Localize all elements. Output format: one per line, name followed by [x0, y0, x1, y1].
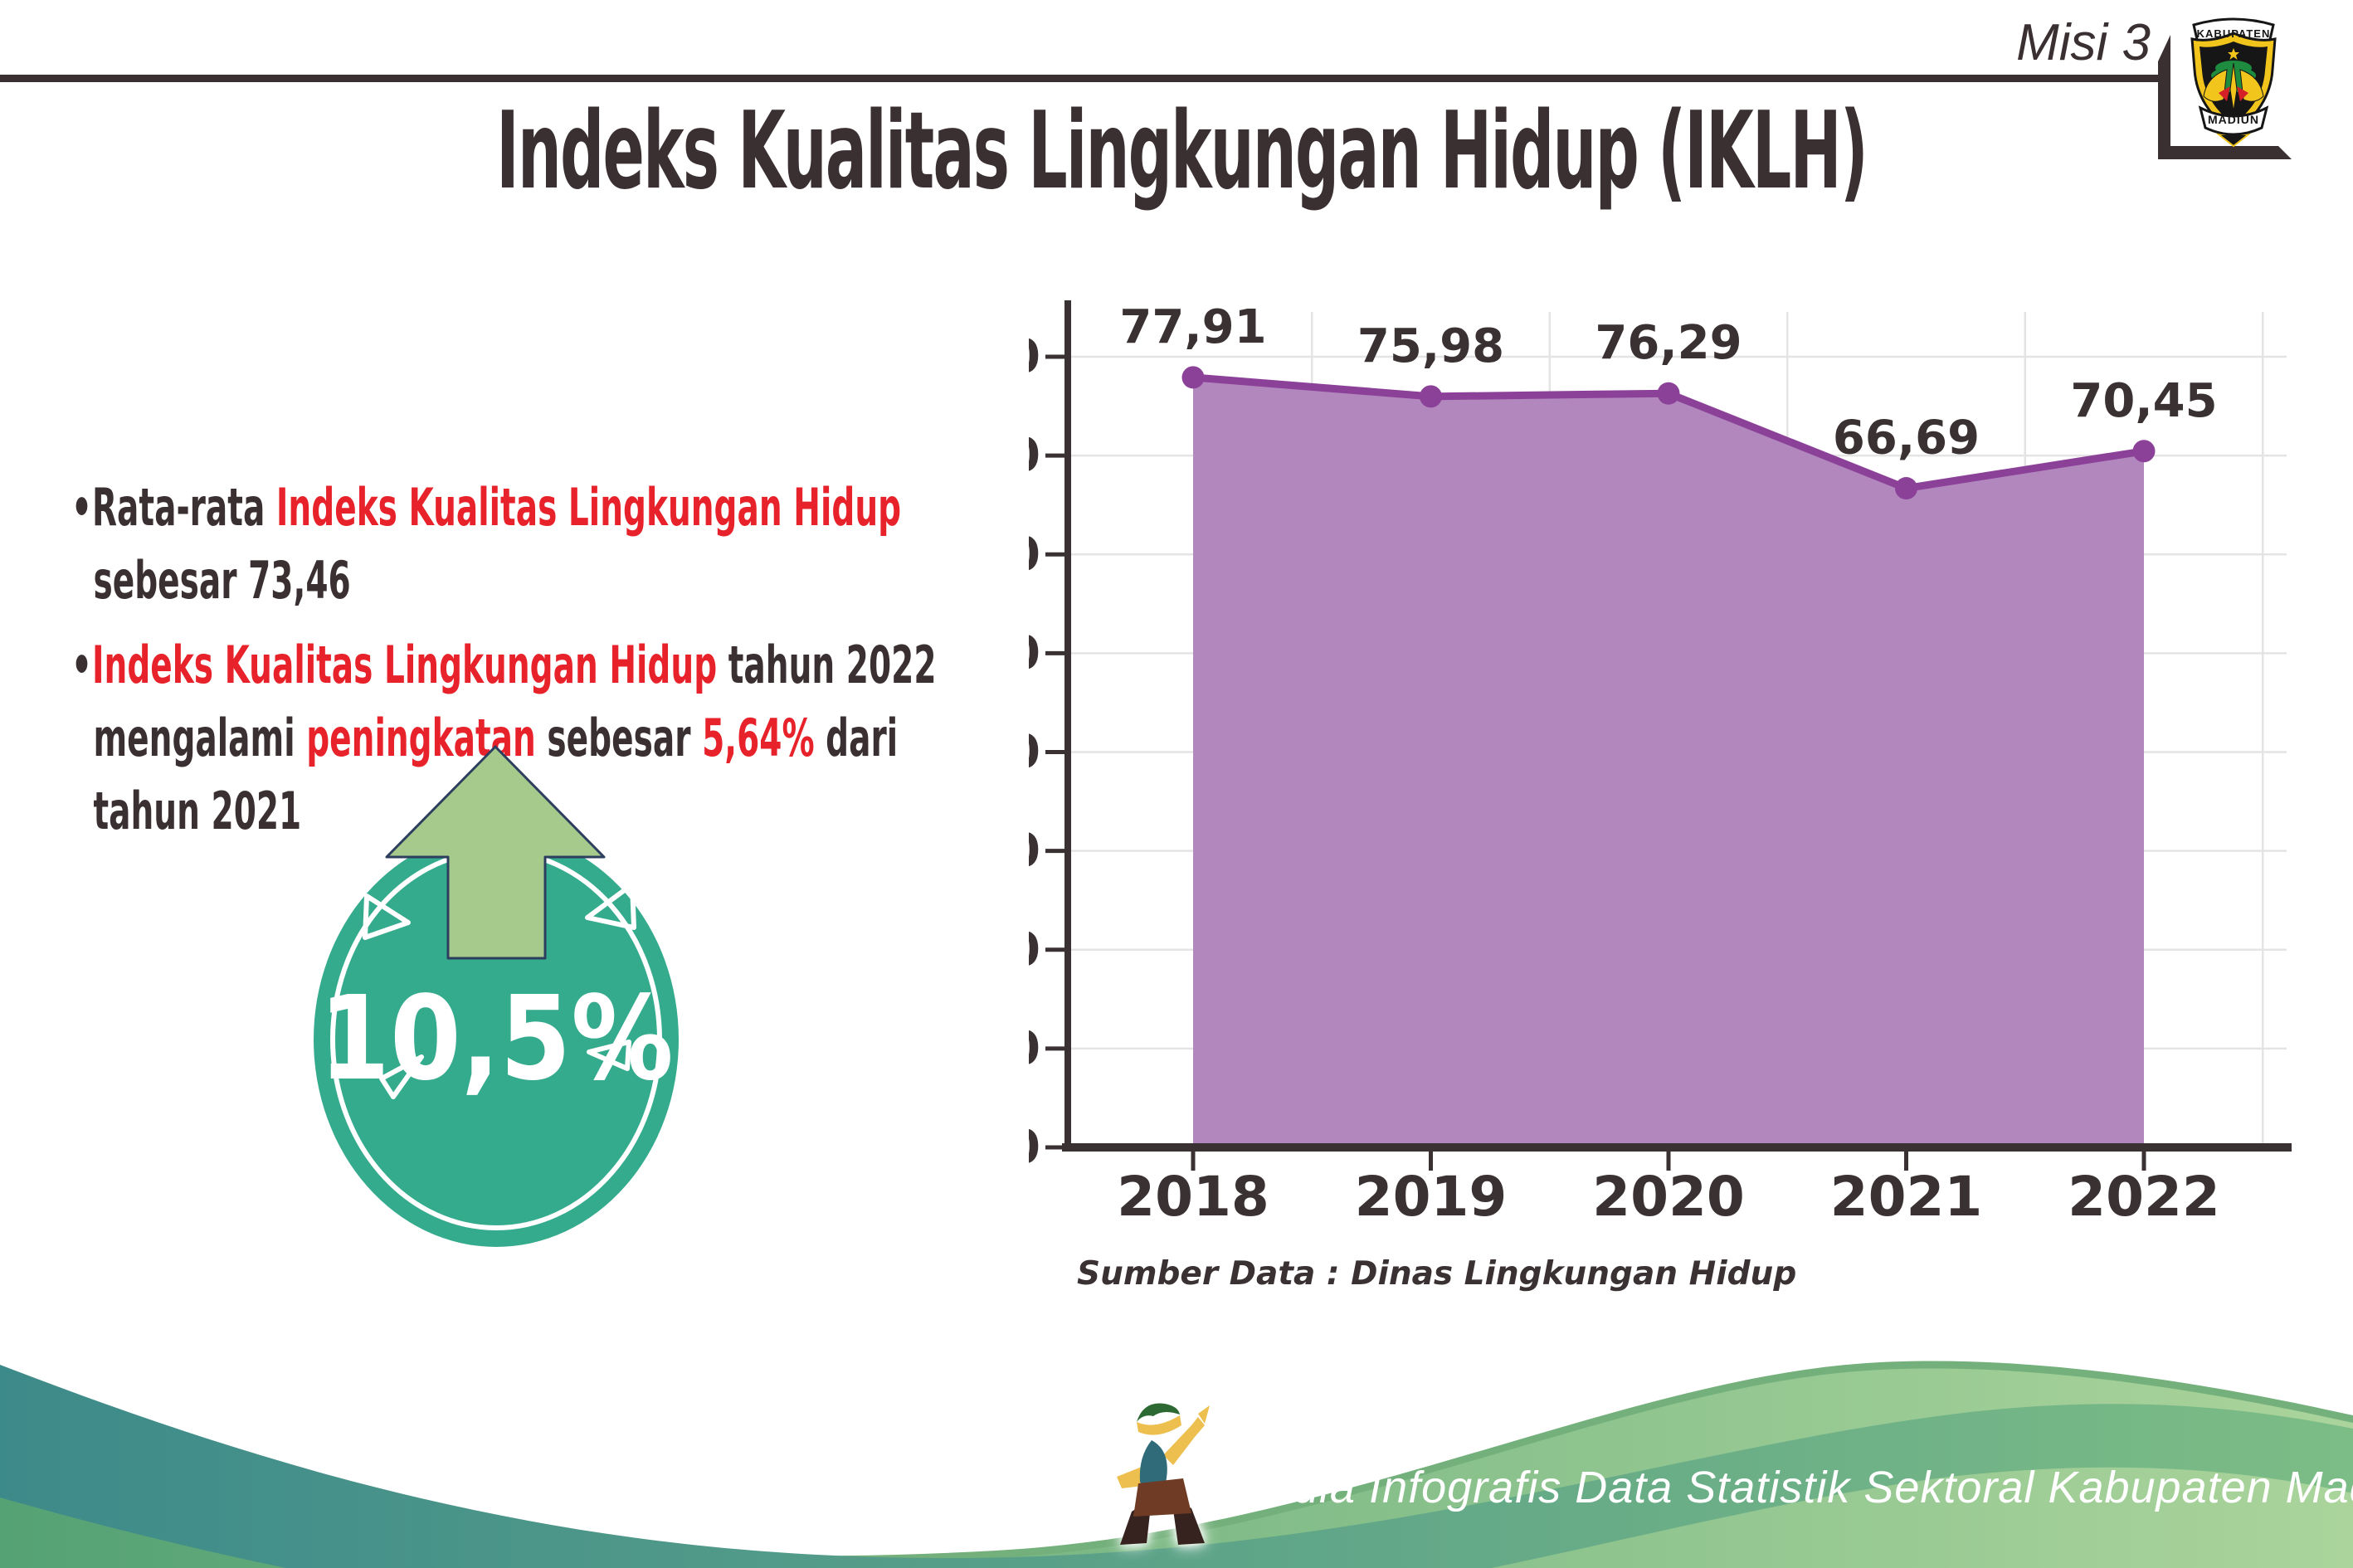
mascot-icon [1117, 1403, 1210, 1545]
y-tick-label: 0 [1029, 1121, 1040, 1175]
data-label: 75,98 [1357, 319, 1504, 373]
footer-waves [0, 1361, 2353, 1568]
data-label: 70,45 [2070, 374, 2217, 428]
x-tick-label: 2018 [1117, 1165, 1269, 1229]
text-segment: sebesar 73,46 [93, 550, 351, 611]
up-arrow-icon [385, 745, 606, 960]
data-point-marker [2132, 440, 2156, 463]
data-point-marker [1420, 385, 1442, 408]
chart-source-note: Sumber Data : Dinas Lingkungan Hidup [1077, 1255, 1796, 1293]
logo-top-text: KABUPATEN [2197, 27, 2271, 40]
text-segment: sebesar [535, 708, 703, 768]
badge-triangle-accent [587, 1040, 631, 1071]
bullet-line: tahun 2021 [71, 775, 1064, 848]
area-fill [1193, 377, 2144, 1148]
y-tick-label: 10 [1029, 1021, 1040, 1075]
page-title-text: Indeks Kualitas Lingkungan Hidup (IKLH) [496, 90, 1868, 213]
iklh-area-chart: 0 10 20 30 40 50 60 70 80 2018 2019 2020 2021 2022 77,… [1029, 300, 2292, 1293]
data-point-marker [1657, 382, 1680, 405]
badge-circle [314, 832, 679, 1247]
text-segment-highlight: Indeks Kualitas Lingkungan Hidup [91, 635, 718, 695]
mascot-hat [1137, 1403, 1180, 1422]
frame-vertical-bar [2158, 35, 2170, 158]
y-tick-label: 30 [1029, 824, 1040, 878]
text-segment: tahun 2021 [93, 781, 302, 841]
badge-value: 10,5% [319, 972, 673, 1107]
mission-label: Misi 3 [2016, 14, 2151, 71]
text-segment: dari [814, 708, 899, 768]
wave-teal-ribbon [0, 1365, 2353, 1568]
data-point-marker [1181, 366, 1205, 389]
logo-red-ornament [2237, 86, 2248, 101]
mascot-skirt [1133, 1478, 1191, 1517]
mascot-face [1137, 1415, 1181, 1435]
bullet-average-iklh: •Rata-rata Indeks Kualitas Lingkungan Hi… [71, 471, 1064, 617]
mascot-torso [1139, 1440, 1167, 1492]
text-segment: mengalami [93, 708, 307, 768]
y-tick-label: 60 [1029, 528, 1040, 582]
bullet-line: sebesar 73,46 [71, 544, 1064, 617]
data-point-marker [1895, 477, 1917, 500]
text-segment-highlight: Indeks Kualitas Lingkungan Hidup [275, 477, 902, 538]
y-tick-label: 40 [1029, 725, 1040, 779]
data-label: 66,69 [1833, 411, 1980, 465]
frame-horizontal-bar [2158, 146, 2292, 159]
key-findings: •Rata-rata Indeks Kualitas Lingkungan Hi… [71, 471, 1064, 859]
data-label: 77,91 [1119, 300, 1266, 354]
data-label: 76,29 [1595, 316, 1742, 370]
logo-star-icon [2228, 48, 2239, 60]
mascot-raised-arm [1163, 1417, 1205, 1465]
badge-triangle-accent [379, 1054, 424, 1099]
logo-bottom-text: MADIUN [2208, 113, 2259, 126]
mascot-hand [1198, 1405, 1210, 1424]
x-tick-label: 2022 [2068, 1165, 2220, 1229]
logo-keris [2229, 62, 2238, 112]
x-tick-label: 2019 [1355, 1165, 1508, 1229]
y-tick-label: 20 [1029, 923, 1040, 976]
text-segment: Rata-rata [91, 477, 276, 538]
text-segment-highlight: 5,64% [702, 708, 815, 768]
bullet-line: •Rata-rata Indeks Kualitas Lingkungan Hi… [71, 471, 1064, 544]
badge-triangle-accent [585, 882, 636, 930]
x-tick-label: 2020 [1592, 1165, 1745, 1229]
logo-bottom-banner [2198, 105, 2269, 136]
page-title: Indeks Kualitas Lingkungan Hidup (IKLH) [0, 90, 2353, 213]
logo-red-ornament [2219, 86, 2230, 101]
x-tick-label: 2021 [1830, 1165, 1983, 1229]
bullet-dot: • [71, 477, 92, 538]
logo-corner-frame [2158, 35, 2292, 159]
increase-badge: 10,5% [314, 745, 679, 1247]
kabupaten-madiun-logo-icon: KABUPATEN MADIUN [2190, 17, 2277, 148]
y-tick-label: 50 [1029, 626, 1040, 680]
bullet-dot: • [71, 635, 92, 695]
wave-green [0, 1368, 2353, 1568]
badge-triangle-accent [363, 894, 411, 940]
bullet-line: •Indeks Kualitas Lingkungan Hidup tahun … [71, 629, 1064, 702]
footer-credit: Media Infografis Data Statistik Sektoral… [1230, 1463, 2353, 1512]
y-tick-label: 80 [1029, 330, 1040, 384]
header-rule [0, 75, 2161, 82]
text-segment: tahun 2022 [717, 635, 937, 695]
y-tick-label: 70 [1029, 429, 1040, 483]
